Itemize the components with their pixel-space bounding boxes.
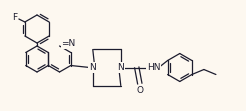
Text: F: F: [12, 14, 17, 23]
Text: =N: =N: [62, 40, 76, 49]
Text: N: N: [117, 63, 124, 72]
Text: HN: HN: [147, 63, 161, 72]
Text: O: O: [136, 86, 143, 95]
Text: N: N: [89, 63, 96, 72]
